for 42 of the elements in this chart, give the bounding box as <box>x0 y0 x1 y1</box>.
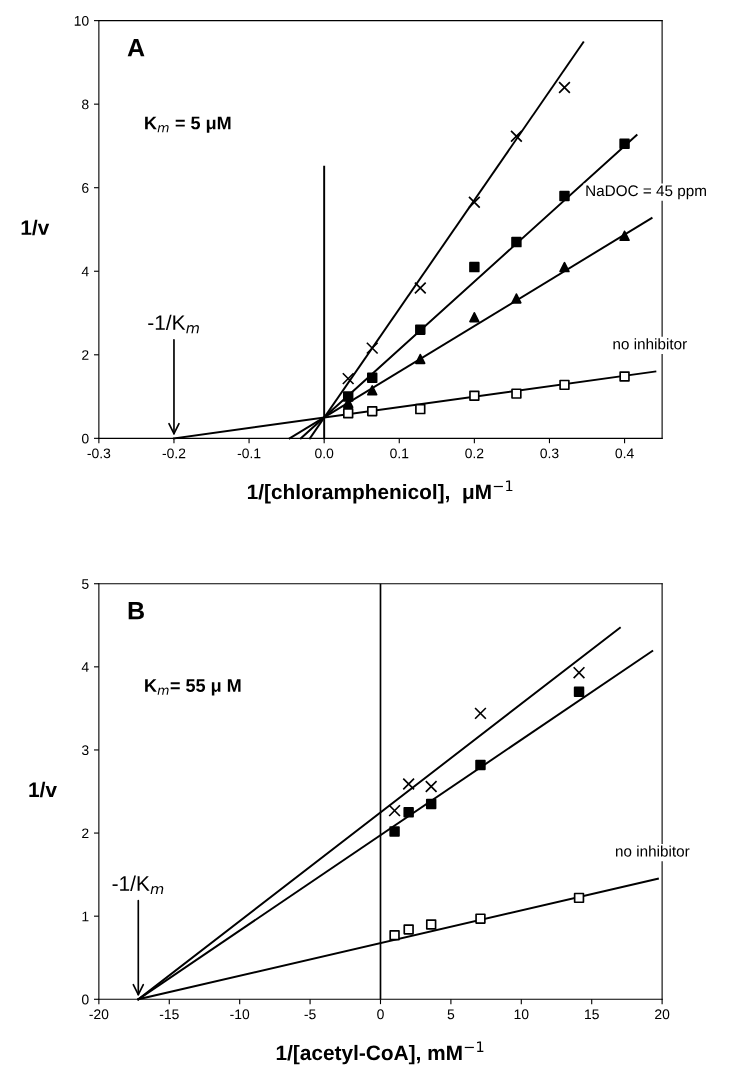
y-tick-label: 4 <box>81 662 89 672</box>
x-tick-label: 0.3 <box>540 448 559 459</box>
x-tick-label: -0.3 <box>87 448 111 459</box>
y-tick-label: 6 <box>82 183 89 193</box>
y-tick-label: 10 <box>74 15 89 26</box>
x-tick-label: 0.2 <box>465 448 484 459</box>
x-tick-label: 0.4 <box>615 448 634 459</box>
y-axis-title: 1/v <box>29 781 57 798</box>
y-tick-label: 4 <box>81 266 89 277</box>
annotation: K$_{m}$ = 5 μM <box>145 116 231 133</box>
x-axis-title: 1/[chloramphenicol], μM$^{−1}$ <box>247 480 513 504</box>
x-axis-title: 1/[acetyl-CoA], mM$^{−1}$ <box>276 1041 484 1065</box>
x-tick-label: -0.2 <box>162 448 186 459</box>
annotation: -1/K$_{m}$ <box>112 875 164 895</box>
y-tick-label: 0 <box>81 994 89 1005</box>
x-tick-label: -10 <box>230 1009 250 1020</box>
x-tick-label: 0.0 <box>315 448 334 459</box>
x-tick-label: 0.1 <box>390 448 409 459</box>
y-tick-label: 3 <box>81 745 89 756</box>
x-tick-label: -15 <box>159 1009 179 1020</box>
y-tick-label: 2 <box>82 350 89 360</box>
x-tick-label: -5 <box>304 1009 316 1020</box>
y-tick-label: 1 <box>82 911 89 922</box>
x-tick-label: -0.1 <box>237 448 261 459</box>
annotation: K$_{m}$= 55 μ M <box>145 679 241 696</box>
y-axis-title: 1/v <box>21 219 50 236</box>
text: B <box>128 602 144 620</box>
y-tick-label: 0 <box>81 433 89 444</box>
x-tick-label: 10 <box>514 1009 529 1020</box>
series-label: no inhibitor <box>615 845 690 857</box>
annotation: -1/K$_{m}$ <box>148 314 199 334</box>
y-tick-label: 8 <box>82 99 89 110</box>
y-tick-label: 5 <box>81 579 89 589</box>
series-label: no inhibitor <box>613 338 687 350</box>
y-tick-label: 2 <box>82 828 89 839</box>
x-tick-label: 5 <box>447 1009 455 1020</box>
x-tick-label: 15 <box>585 1009 599 1020</box>
x-tick-label: -20 <box>89 1009 109 1020</box>
series-label: NaDOC = 45 ppm <box>586 185 706 200</box>
x-tick-label: 0 <box>377 1009 384 1020</box>
x-tick-label: 20 <box>655 1009 670 1020</box>
text: A <box>127 39 145 57</box>
